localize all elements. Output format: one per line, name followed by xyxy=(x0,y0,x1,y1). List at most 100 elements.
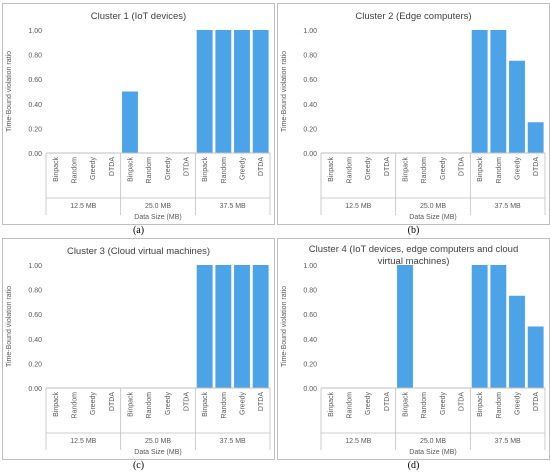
y-tick-label: 0.40 xyxy=(28,102,42,109)
bar xyxy=(196,265,213,388)
x-axis-label: Data Size (MB) xyxy=(134,214,181,221)
bar xyxy=(252,265,269,388)
category-tick-label: Greedy xyxy=(515,392,522,415)
category-tick-label: Greedy xyxy=(515,157,522,180)
category-tick-label: Random xyxy=(347,392,354,419)
x-axis-label: Data Size (MB) xyxy=(134,449,181,456)
category-tick-label: Greedy xyxy=(365,392,372,415)
y-tick-label: 1.00 xyxy=(28,28,42,35)
category-tick-label: Random xyxy=(421,157,428,184)
group-label: 37.5 MB xyxy=(495,203,521,210)
bar xyxy=(471,265,488,388)
y-axis-label: Time-Bound violation ratio xyxy=(6,51,13,132)
chart-title-line: Cluster 1 (IoT devices) xyxy=(91,11,186,22)
x-axis-label: Data Size (MB) xyxy=(409,449,456,456)
y-tick-label: 0.00 xyxy=(303,151,317,158)
category-tick-label: Random xyxy=(496,392,503,419)
category-tick-label: Random xyxy=(72,392,79,419)
y-tick-label: 0.40 xyxy=(303,102,317,109)
caption-d: (d) xyxy=(407,460,420,471)
chart-border xyxy=(277,3,550,225)
chart-title: Cluster 1 (IoT devices) xyxy=(91,11,186,22)
category-tick-label: DTDA xyxy=(184,157,191,176)
y-tick-label: 0.60 xyxy=(28,77,42,84)
bar xyxy=(509,60,525,153)
bar xyxy=(234,30,250,153)
bar xyxy=(196,30,213,153)
category-tick-label: Greedy xyxy=(365,157,372,180)
category-tick-label: Random xyxy=(72,157,79,184)
category-tick-label: Binpack xyxy=(403,157,410,182)
chart-border xyxy=(277,238,550,460)
chart-svg: Cluster 2 (Edge computers) 0.00 0.20 0.40 0.… xyxy=(277,3,550,225)
caption-b: (b) xyxy=(407,225,420,236)
y-tick-label: 0.40 xyxy=(303,337,317,344)
chart-panel-2: Cluster 2 (Edge computers) 0.00 0.20 0.40 0.… xyxy=(277,3,550,225)
chart-svg: Cluster 1 (IoT devices) 0.00 0.20 0.40 0.60 0… xyxy=(2,3,275,225)
y-tick-label: 0.40 xyxy=(28,337,42,344)
y-tick-label: 0.80 xyxy=(303,288,317,295)
y-tick-label: 0.60 xyxy=(303,312,317,319)
category-tick-label: DTDA xyxy=(459,157,466,176)
group-label: 37.5 MB xyxy=(220,438,246,445)
y-tick-label: 1.00 xyxy=(28,263,42,270)
chart-panel-4: Cluster 4 (IoT devices, edge computers a… xyxy=(277,238,550,460)
category-tick-label: Greedy xyxy=(165,392,172,415)
bar xyxy=(509,295,525,388)
category-tick-label: Greedy xyxy=(165,157,172,180)
y-tick-label: 1.00 xyxy=(303,263,317,270)
chart-title: Cluster 2 (Edge computers) xyxy=(355,11,471,22)
x-axis-label: Data Size (MB) xyxy=(409,214,456,221)
category-tick-label: Greedy xyxy=(90,392,97,415)
category-tick-label: DTDA xyxy=(384,157,391,176)
y-axis-label: Time-Bound violation ratio xyxy=(281,286,288,367)
y-tick-label: 0.00 xyxy=(28,386,42,393)
category-tick-label: Random xyxy=(146,157,153,184)
category-tick-label: Binpack xyxy=(53,392,60,417)
group-label: 12.5 MB xyxy=(70,438,96,445)
bar xyxy=(471,30,488,153)
y-tick-label: 0.60 xyxy=(303,77,317,84)
chart-title-line: Cluster 3 (Cloud virtual machines) xyxy=(67,246,210,257)
chart-title: Cluster 4 (IoT devices, edge computers a… xyxy=(309,244,518,267)
category-tick-label: DTDA xyxy=(184,392,191,411)
category-tick-label: Random xyxy=(221,392,228,419)
chart-title-line: virtual machines) xyxy=(378,256,450,267)
category-tick-label: Binpack xyxy=(328,157,335,182)
chart-title-line: Cluster 4 (IoT devices, edge computers a… xyxy=(309,244,518,255)
y-tick-label: 0.20 xyxy=(28,126,42,133)
group-label: 37.5 MB xyxy=(495,438,521,445)
group-label: 25.0 MB xyxy=(145,438,171,445)
category-tick-label: Greedy xyxy=(240,392,247,415)
category-tick-label: DTDA xyxy=(109,392,116,411)
category-tick-label: Greedy xyxy=(240,157,247,180)
y-tick-label: 0.20 xyxy=(28,361,42,368)
y-tick-label: 0.80 xyxy=(28,288,42,295)
y-tick-label: 0.80 xyxy=(303,53,317,60)
category-tick-label: Binpack xyxy=(328,392,335,417)
y-tick-label: 0.20 xyxy=(303,361,317,368)
group-label: 37.5 MB xyxy=(220,203,246,210)
group-label: 25.0 MB xyxy=(145,203,171,210)
category-tick-label: Greedy xyxy=(440,392,447,415)
category-tick-label: DTDA xyxy=(533,392,540,411)
y-tick-label: 0.20 xyxy=(303,126,317,133)
bar xyxy=(490,265,507,388)
category-tick-label: Greedy xyxy=(440,157,447,180)
y-tick-label: 0.60 xyxy=(28,312,42,319)
chart-svg: Cluster 4 (IoT devices, edge computers a… xyxy=(277,238,550,460)
chart-panel-3: Cluster 3 (Cloud virtual machines) 0.00 0.… xyxy=(2,238,275,460)
chart-title-line: Cluster 2 (Edge computers) xyxy=(355,11,471,22)
category-tick-label: Greedy xyxy=(90,157,97,180)
y-tick-label: 1.00 xyxy=(303,28,317,35)
group-label: 12.5 MB xyxy=(70,203,96,210)
bar xyxy=(527,122,544,153)
bar xyxy=(252,30,269,153)
category-tick-label: Random xyxy=(496,157,503,184)
chart-panel-1: Cluster 1 (IoT devices) 0.00 0.20 0.40 0.60 0… xyxy=(2,3,275,225)
y-tick-label: 0.00 xyxy=(303,386,317,393)
category-tick-label: DTDA xyxy=(384,392,391,411)
y-tick-label: 0.80 xyxy=(28,53,42,60)
group-label: 25.0 MB xyxy=(420,438,446,445)
bar xyxy=(234,265,250,388)
